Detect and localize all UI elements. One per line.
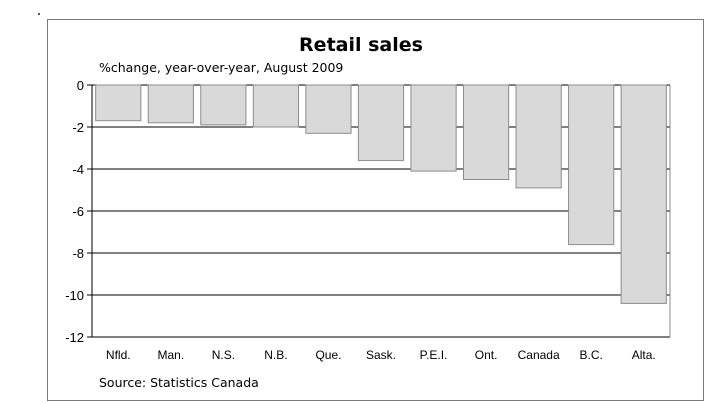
- x-tick-label: Que.: [315, 348, 341, 362]
- x-tick-label: P.E.I.: [420, 348, 448, 362]
- bar: [357, 84, 405, 162]
- x-tick-label: Man.: [157, 348, 184, 362]
- x-tick-label: Nfld.: [106, 348, 131, 362]
- x-axis-labels: Nfld. Man. N.S. N.B. Que. Sask. P.E.I. Ont. Cana…: [106, 348, 656, 362]
- bar: [252, 84, 300, 128]
- bar: [620, 84, 667, 304]
- x-tick-label: Alta.: [632, 348, 656, 362]
- y-axis: 0 -2 -4 -6 -8 -10 -12: [65, 78, 93, 345]
- x-tick-label: Sask.: [366, 348, 396, 362]
- x-tick-label: B.C.: [580, 348, 603, 362]
- x-tick-label: Canada: [518, 348, 560, 362]
- y-tick-label: -12: [65, 330, 84, 345]
- chart-title: Retail sales: [299, 34, 423, 56]
- y-tick-label: -10: [65, 288, 84, 303]
- x-tick-label: N.S.: [212, 348, 235, 362]
- bars: [95, 84, 667, 304]
- y-tick-label: -2: [72, 120, 84, 135]
- bar: [410, 84, 457, 172]
- x-tick-label: N.B.: [264, 348, 287, 362]
- corner-mark: [38, 13, 40, 15]
- bar: [200, 84, 247, 126]
- bar: [95, 84, 142, 122]
- bar: [462, 84, 510, 180]
- bar: [147, 84, 194, 124]
- chart-subtitle: %change, year-over-year, August 2009: [99, 60, 344, 75]
- chart-source: Source: Statistics Canada: [99, 375, 259, 390]
- y-tick-label: -6: [72, 204, 84, 219]
- bar: [568, 84, 615, 246]
- bar: [515, 84, 562, 189]
- y-tick-label: -8: [72, 246, 84, 261]
- x-tick-label: Ont.: [475, 348, 498, 362]
- bar: [305, 84, 352, 134]
- y-tick-label: -4: [72, 162, 84, 177]
- y-tick-label: 0: [77, 78, 84, 93]
